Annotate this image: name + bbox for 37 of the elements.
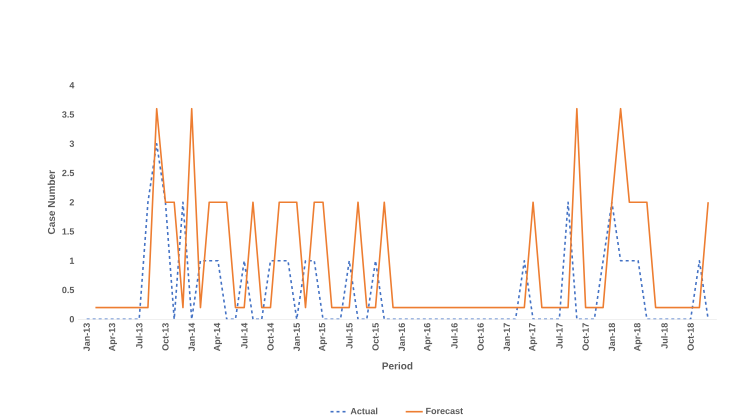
x-tick-label: Jul-16 [450,323,458,349]
y-tick-label: 2.5 [62,170,74,176]
x-tick-label: Jan-16 [398,323,405,352]
x-tick-label: Jul-13 [136,323,142,349]
y-tick-label: 1 [70,258,74,264]
x-tick-label: Oct-18 [687,323,694,351]
y-tick-label: 4 [70,82,74,88]
x-tick-label: Oct-16 [477,323,484,351]
x-tick-label: Jul-17 [556,323,563,349]
x-tick-label: Jan-17 [504,323,510,352]
y-tick-label: 2 [70,199,74,206]
legend-label: Forecast [426,408,463,414]
x-tick-label: Jul-18 [661,323,668,349]
x-tick-label: Apr-15 [318,323,328,352]
x-tick-label: Jul-14 [240,322,248,349]
x-tick-label: Apr-16 [424,323,432,352]
x-tick-label: Jan-18 [608,323,616,352]
x-tick-label: Oct-17 [582,323,589,351]
x-tick-label: Jul-15 [346,323,353,349]
x-tick-label: Apr-14 [214,322,222,352]
y-tick-label: 3 [70,140,74,148]
x-tick-label: Oct-14 [267,322,274,351]
x-tick-label: Apr-17 [529,323,538,352]
x-tick-label: Apr-13 [108,323,117,352]
y-tick-label: 0 [70,316,74,323]
x-tick-label: Jan-13 [83,323,90,352]
y-axis-title: Case Number [48,170,55,234]
y-tick-label: 1.5 [62,228,74,235]
y-tick-label: 0.5 [62,286,74,294]
x-axis-title: Period [382,362,412,370]
y-tick-label: 3.5 [62,111,74,118]
x-tick-label: Apr-18 [634,323,642,352]
x-tick-label: Jan-14 [188,322,195,352]
legend-label: Actual [350,408,378,414]
x-tick-label: Jan-15 [294,323,300,352]
x-tick-label: Oct-15 [372,323,379,351]
x-tick-label: Oct-13 [162,323,169,351]
